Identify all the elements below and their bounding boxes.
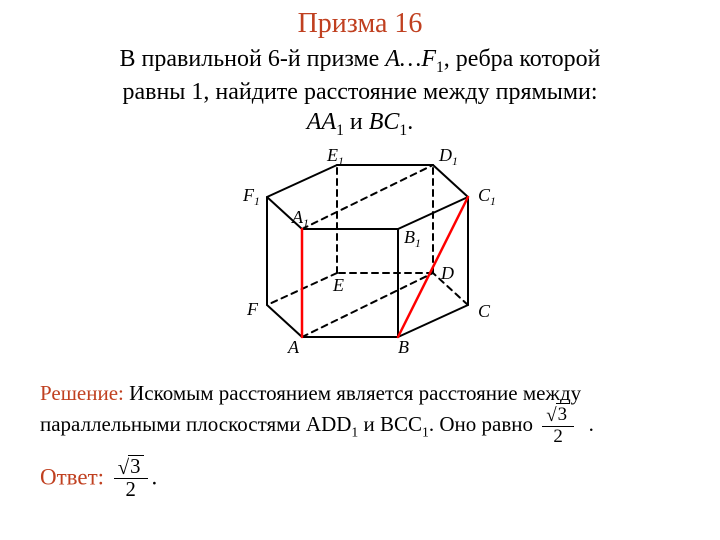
svg-text:B1: B1 xyxy=(404,227,421,250)
problem-part: В правильной 6-й призме xyxy=(120,46,386,72)
fraction: 3 2 xyxy=(114,457,148,501)
problem-part: , ребра которой xyxy=(444,46,601,72)
sqrt: 3 xyxy=(546,406,570,425)
solution-text: Решение: Искомым расстоянием является ра… xyxy=(40,380,680,447)
slide-title: Призма 16 xyxy=(40,8,680,40)
radicand: 3 xyxy=(556,403,570,425)
answer-end: . xyxy=(152,464,158,489)
svg-text:E1: E1 xyxy=(326,147,344,168)
subscript: 1 xyxy=(422,424,429,439)
prism-diagram: A B C D E F A1 B1 C1 D1 E1 F1 xyxy=(200,147,520,367)
solution-part: . xyxy=(589,412,594,436)
svg-text:C: C xyxy=(478,301,491,321)
answer-text: Ответ: 3 2 . xyxy=(40,457,680,501)
subscript: 1 xyxy=(336,122,344,139)
svg-text:B: B xyxy=(398,337,409,357)
svg-text:A: A xyxy=(287,337,300,357)
solution-label: Решение: xyxy=(40,381,124,405)
figure-container: A B C D E F A1 B1 C1 D1 E1 F1 xyxy=(40,147,680,372)
problem-text: В правильной 6-й призме A…F1, ребра кото… xyxy=(40,44,680,141)
svg-text:D: D xyxy=(440,263,454,283)
problem-part: и xyxy=(344,109,369,135)
solution-ital: BCC xyxy=(380,412,422,436)
denominator: 2 xyxy=(542,427,574,447)
solution-part: . Оно равно xyxy=(429,412,538,436)
svg-text:E: E xyxy=(332,275,344,295)
svg-text:C1: C1 xyxy=(478,185,496,208)
svg-text:F: F xyxy=(246,299,259,319)
svg-text:A1: A1 xyxy=(291,207,309,230)
problem-part: . xyxy=(407,109,413,135)
solution-ital: ADD xyxy=(306,412,352,436)
slide: Призма 16 В правильной 6-й призме A…F1, … xyxy=(0,0,720,540)
radicand: 3 xyxy=(128,455,143,478)
problem-ital: AA xyxy=(307,109,336,135)
svg-text:F1: F1 xyxy=(242,185,260,208)
problem-ital: A…F xyxy=(385,46,436,72)
solution-part: и xyxy=(358,412,380,436)
fraction: 3 2 xyxy=(542,406,574,447)
denominator: 2 xyxy=(114,479,148,501)
problem-ital: BC xyxy=(369,109,400,135)
subscript: 1 xyxy=(436,59,444,76)
problem-part: равны 1, найдите расстояние между прямым… xyxy=(122,79,597,105)
sqrt: 3 xyxy=(118,457,144,478)
answer-label: Ответ: xyxy=(40,464,104,489)
svg-text:D1: D1 xyxy=(438,147,458,168)
